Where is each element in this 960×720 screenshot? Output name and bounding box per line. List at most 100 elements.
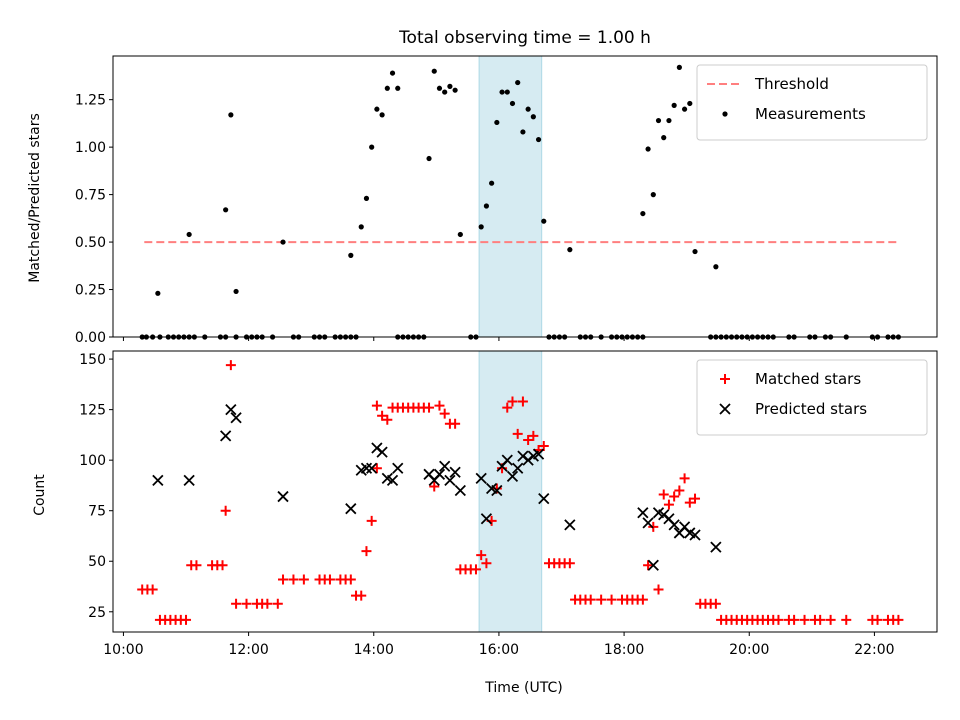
data-point (450, 418, 461, 429)
data-point (710, 541, 722, 553)
data-point (528, 430, 539, 441)
data-point (538, 492, 550, 505)
data-point (532, 448, 545, 460)
data-point (491, 484, 503, 497)
y-tick-label: 0.75 (75, 188, 106, 204)
data-point (217, 560, 228, 571)
data-point (280, 239, 286, 245)
data-point (489, 180, 495, 186)
data-point (348, 252, 354, 258)
data-point (647, 559, 659, 571)
data-point (525, 106, 531, 112)
data-point (681, 106, 688, 112)
data-point (671, 102, 677, 108)
x-tick-label: 22:00 (854, 642, 894, 658)
data-point (655, 117, 662, 124)
data-point (512, 428, 523, 439)
x-tick-label: 12:00 (228, 642, 268, 658)
data-point (277, 490, 289, 503)
data-point (452, 87, 458, 93)
data-point (376, 446, 388, 458)
data-point (431, 68, 437, 74)
data-point (220, 505, 231, 516)
data-point (893, 614, 904, 625)
data-point (669, 491, 680, 502)
data-point (384, 85, 390, 91)
data-point (433, 468, 446, 480)
data-point (517, 396, 528, 407)
data-point (825, 614, 836, 625)
y-tick-label: 50 (88, 554, 106, 570)
data-point (684, 497, 695, 508)
data-point (668, 519, 680, 531)
data-point (690, 493, 701, 504)
data-point (288, 574, 299, 585)
x-tick-label: 10:00 (103, 642, 143, 658)
legend-swatch (719, 403, 731, 415)
data-point (773, 614, 784, 625)
data-point (358, 224, 364, 230)
data-point (186, 231, 192, 238)
data-point (225, 403, 237, 416)
data-point (564, 519, 576, 531)
data-point (710, 598, 721, 609)
plot-frame (112, 350, 938, 633)
data-point (687, 100, 693, 107)
data-point (155, 290, 161, 296)
data-point (298, 574, 309, 585)
legend-label: Threshold (754, 75, 829, 93)
data-point (666, 117, 672, 124)
y-tick-label: 1.00 (75, 140, 106, 156)
data-point (645, 146, 651, 152)
data-point (692, 248, 698, 255)
legend-label: Matched stars (755, 370, 861, 388)
data-point (272, 598, 283, 609)
data-point (426, 155, 432, 162)
data-point (640, 210, 646, 217)
data-point (442, 89, 448, 95)
y-tick-label: 0.25 (75, 283, 106, 299)
data-point (480, 513, 493, 525)
data-point (228, 112, 234, 118)
data-point (481, 558, 492, 569)
data-point (535, 136, 542, 143)
data-point (386, 474, 399, 487)
data-point (501, 454, 513, 466)
data-point (439, 408, 450, 419)
data-point (454, 484, 466, 497)
data-point (494, 119, 500, 126)
data-point (366, 515, 377, 526)
data-point (389, 70, 396, 76)
data-point (841, 614, 852, 625)
legend: Matched stars Predicted stars (696, 359, 928, 436)
data-point (356, 590, 367, 601)
data-point (436, 85, 443, 91)
data-point (220, 430, 232, 442)
data-point (152, 474, 164, 487)
data-point (392, 462, 404, 474)
bottom-y-axis-label: Count (32, 474, 48, 516)
data-point (653, 584, 664, 595)
data-point (658, 489, 669, 500)
data-point (661, 135, 667, 141)
data-point (223, 207, 229, 213)
x-tick-label: 18:00 (604, 642, 644, 658)
data-point (567, 247, 573, 253)
series-predicted-stars (152, 403, 722, 571)
data-point (147, 584, 158, 595)
data-point (520, 129, 526, 135)
y-tick-label: 75 (88, 504, 106, 520)
data-point (872, 614, 883, 625)
data-point (509, 100, 516, 107)
data-point (363, 195, 370, 201)
data-point (262, 598, 273, 609)
legend: Threshold Measurements (696, 64, 928, 141)
y-tick-label: 125 (79, 403, 106, 419)
data-point (515, 79, 521, 86)
bottom-panel: 25 50 75 100 125 150 10:00 12:00 14:00 16:00 18:00… (79, 350, 938, 658)
data-point (541, 218, 547, 224)
data-point (483, 203, 490, 209)
data-point (278, 574, 289, 585)
data-point (637, 507, 649, 519)
data-point (377, 410, 388, 421)
